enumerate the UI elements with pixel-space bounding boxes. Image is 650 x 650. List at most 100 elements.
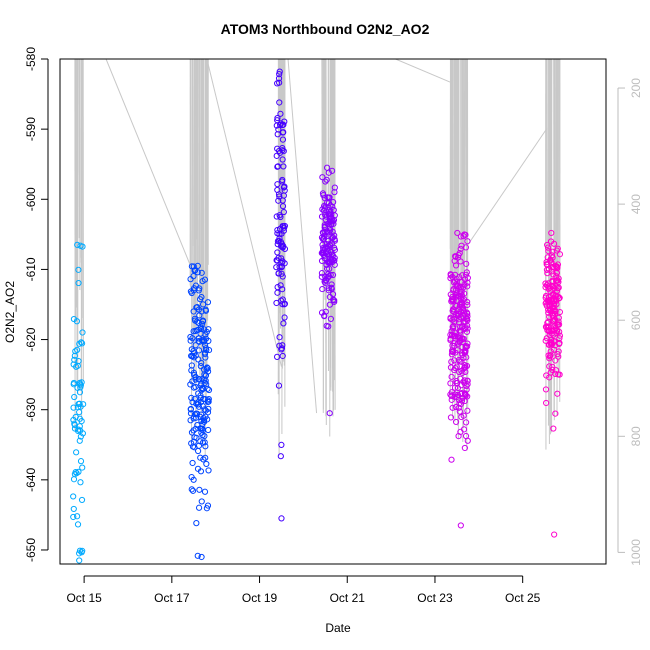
data-point [76, 409, 83, 416]
data-point [457, 258, 464, 265]
data-point [189, 352, 196, 360]
data-point [553, 247, 560, 254]
data-point [448, 331, 456, 339]
data-point [189, 443, 197, 450]
y-tick-label: -600 [24, 187, 38, 211]
data-point [549, 366, 556, 373]
data-point [464, 238, 471, 245]
data-point [203, 505, 210, 512]
data-point [194, 269, 201, 276]
data-point [194, 421, 201, 429]
data-point [464, 377, 471, 384]
data-point [276, 334, 283, 341]
data-point [550, 425, 557, 432]
data-point [542, 323, 550, 330]
data-point [544, 244, 552, 251]
data-point [78, 496, 86, 504]
data-point [331, 237, 338, 244]
data-point [78, 340, 86, 347]
data-point [191, 395, 198, 402]
data-point [278, 259, 285, 266]
data-point [546, 363, 553, 370]
data-point [277, 120, 285, 127]
data-point [549, 264, 557, 271]
data-point [319, 285, 326, 293]
data-point [546, 297, 553, 304]
data-point [192, 342, 199, 349]
data-point [452, 403, 459, 411]
data-point [198, 308, 205, 315]
data-point [545, 309, 552, 316]
data-point [79, 464, 86, 471]
data-point [549, 304, 556, 312]
data-point [448, 456, 455, 463]
data-point [331, 297, 338, 304]
data-point [276, 68, 283, 75]
data-point [328, 285, 335, 292]
data-point [450, 306, 457, 313]
data-point [328, 251, 335, 258]
data-point [324, 229, 331, 236]
data-point [318, 273, 325, 280]
y-tick-label: -580 [24, 47, 38, 71]
x-tick-label: Oct 21 [330, 591, 366, 605]
data-point [449, 325, 457, 332]
data-point [70, 416, 77, 424]
data-point [198, 325, 205, 333]
data-point [70, 476, 78, 483]
data-point [329, 167, 336, 174]
data-point [275, 382, 283, 389]
data-point [451, 391, 459, 398]
data-point [279, 258, 286, 265]
x-tick-label: Oct 19 [242, 591, 278, 605]
data-point [280, 320, 287, 327]
data-point [194, 447, 202, 455]
data-point [71, 356, 78, 363]
data-point [458, 413, 465, 421]
data-point [273, 213, 280, 220]
data-point [542, 386, 550, 393]
data-point [205, 386, 213, 394]
data-point [326, 218, 333, 226]
data-point [273, 299, 280, 307]
data-point [196, 376, 203, 383]
data-point [276, 235, 283, 242]
data-point [547, 238, 555, 245]
data-point [458, 242, 465, 249]
data-point [322, 211, 329, 218]
data-point [456, 408, 463, 415]
y-tick-label: -610 [24, 257, 38, 281]
data-point [273, 353, 281, 360]
data-point [449, 293, 456, 301]
data-point [274, 289, 281, 296]
data-point [274, 181, 281, 188]
data-point [281, 314, 288, 321]
data-point [202, 443, 209, 450]
data-point [194, 552, 201, 559]
data-point [191, 267, 198, 274]
secondary-segment [395, 59, 451, 83]
data-point [73, 470, 80, 477]
data-point [318, 213, 326, 220]
data-point [454, 292, 462, 300]
data-point [73, 449, 80, 456]
x-tick-label: Oct 25 [505, 591, 541, 605]
data-point [70, 315, 78, 323]
data-point [327, 315, 334, 323]
data-point [189, 487, 197, 494]
data-point [546, 355, 553, 362]
data-point [457, 245, 464, 253]
data-point [460, 426, 468, 433]
data-point [72, 468, 79, 476]
data-point [275, 197, 282, 204]
data-point [193, 304, 200, 311]
data-point [320, 235, 328, 242]
data-point [273, 257, 280, 264]
data-point [331, 189, 338, 196]
data-point [274, 230, 281, 237]
data-point [187, 381, 194, 388]
data-point [447, 391, 454, 398]
y-tick-label: -650 [24, 538, 38, 562]
chart-title: ATOM3 Northbound O2N2_AO2 [221, 21, 430, 37]
